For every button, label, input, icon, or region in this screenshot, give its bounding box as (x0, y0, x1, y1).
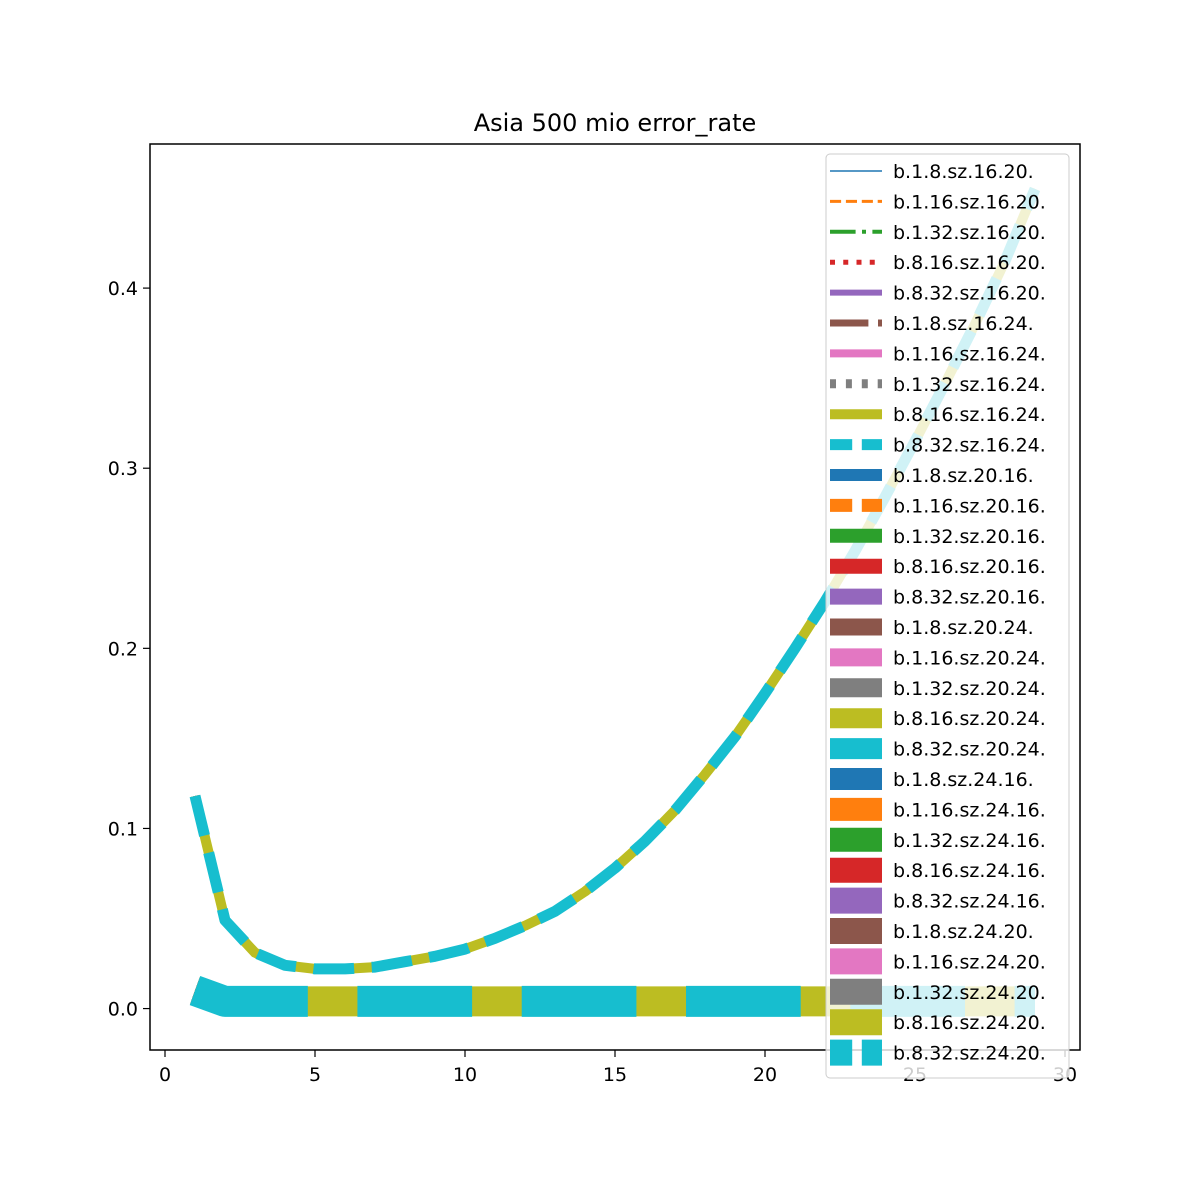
x-tick-label: 0 (159, 1064, 171, 1086)
legend-label: b.8.32.sz.24.16. (893, 891, 1046, 913)
legend-label: b.1.32.sz.24.16. (893, 830, 1046, 852)
legend-label: b.8.32.sz.20.16. (893, 587, 1046, 609)
x-tick-label: 5 (309, 1064, 321, 1086)
legend-label: b.1.16.sz.16.20. (893, 191, 1046, 213)
legend-label: b.1.16.sz.20.16. (893, 495, 1046, 517)
legend: b.1.8.sz.16.20. b.1.16.sz.16.20. b.1.32.sz… (825, 153, 1070, 1079)
legend-label: b.1.16.sz.24.20. (893, 951, 1046, 973)
x-tick-label: 15 (603, 1064, 627, 1086)
legend-label: b.1.32.sz.16.24. (893, 374, 1046, 396)
legend-label: b.8.16.sz.20.24. (893, 708, 1046, 730)
legend-label: b.8.16.sz.16.20. (893, 252, 1046, 274)
legend-label: b.8.16.sz.20.16. (893, 556, 1046, 578)
legend-label: b.1.16.sz.24.16. (893, 799, 1046, 821)
y-tick-label: 0.1 (108, 818, 138, 840)
legend-label: b.8.16.sz.16.24. (893, 404, 1046, 426)
series-line-10 (189, 186, 1041, 975)
y-tick-label: 0.3 (108, 458, 138, 480)
y-tick-label: 0.0 (108, 999, 138, 1021)
legend-label: b.8.16.sz.24.20. (893, 1012, 1046, 1034)
legend-label: b.8.32.sz.20.24. (893, 739, 1046, 761)
y-tick-label: 0.4 (108, 278, 138, 300)
legend-label: b.1.8.sz.16.24. (893, 313, 1034, 335)
legend-label: b.1.16.sz.20.24. (893, 647, 1046, 669)
legend-label: b.1.8.sz.20.16. (893, 465, 1034, 487)
x-tick-label: 20 (753, 1064, 777, 1086)
legend-label: b.8.32.sz.16.24. (893, 435, 1046, 457)
legend-label: b.8.32.sz.24.20. (893, 1043, 1046, 1065)
legend-label: b.1.32.sz.24.20. (893, 982, 1046, 1004)
legend-box (825, 153, 1070, 1079)
legend-label: b.1.32.sz.16.20. (893, 222, 1046, 244)
legend-label: b.1.8.sz.16.20. (893, 161, 1034, 183)
legend-label: b.8.32.sz.16.20. (893, 283, 1046, 305)
legend-label: b.1.8.sz.24.20. (893, 921, 1034, 943)
legend-label: b.1.8.sz.24.16. (893, 769, 1034, 791)
legend-label: b.8.16.sz.24.16. (893, 860, 1046, 882)
chart-title: Asia 500 mio error_rate (474, 109, 757, 137)
y-axis: 0.0 0.1 0.2 0.3 0.4 (108, 278, 150, 1021)
legend-label: b.1.16.sz.16.24. (893, 343, 1046, 365)
legend-label: b.1.32.sz.20.16. (893, 526, 1046, 548)
x-tick-label: 10 (453, 1064, 477, 1086)
legend-label: b.1.8.sz.20.24. (893, 617, 1034, 639)
legend-label: b.1.32.sz.20.24. (893, 678, 1046, 700)
y-tick-label: 0.2 (108, 638, 138, 660)
